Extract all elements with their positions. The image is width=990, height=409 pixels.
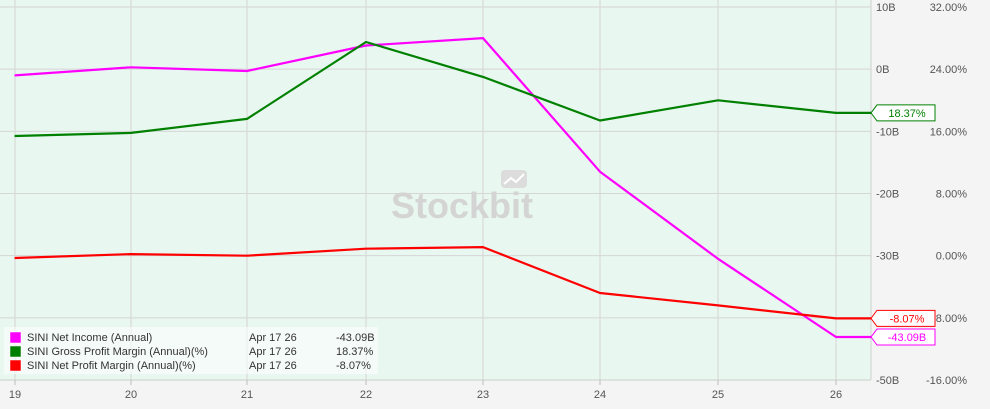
legend-series-name: SINI Net Income (Annual) <box>27 332 152 344</box>
legend-item: SINI Net Profit Margin (Annual)(%) Apr 17… <box>9 359 371 372</box>
series-point-1 <box>717 258 719 260</box>
end-label-box <box>870 309 936 327</box>
end-label-text: -43.09B <box>888 332 927 344</box>
end-label-box <box>870 328 936 346</box>
x-tick-label: 22 <box>360 389 372 401</box>
legend-series-name: SINI Gross Profit Margin (Annual)(%) <box>27 346 208 358</box>
x-tick-label: 26 <box>830 389 842 401</box>
series-point-3 <box>246 254 248 257</box>
x-tick-label: 24 <box>594 389 606 401</box>
series-point-2 <box>14 135 16 137</box>
series-point-1 <box>599 170 601 173</box>
end-labels: -43.09B 18.37% -8.07% <box>870 104 936 346</box>
series-point-2 <box>599 119 601 122</box>
end-label-2: 18.37% <box>870 104 936 122</box>
series-point-2 <box>130 132 132 134</box>
right-tick-label: -8.00% <box>932 313 967 325</box>
left-tick-label: -10B <box>876 126 899 138</box>
end-label-text: 18.37% <box>888 108 926 120</box>
right-tick-label: 16.00% <box>930 126 968 138</box>
series-point-1 <box>482 37 484 39</box>
right-tick-label: 24.00% <box>930 64 968 76</box>
end-label-text: -8.07% <box>890 313 925 325</box>
series-point-3 <box>130 253 132 255</box>
watermark-trend-icon <box>503 173 525 185</box>
series-point-2 <box>835 112 837 114</box>
left-tick-label: -50B <box>876 375 899 387</box>
series-point-3 <box>835 317 837 320</box>
right-tick-label: 8.00% <box>936 189 967 201</box>
series-point-3 <box>365 247 367 250</box>
left-tick-label: 0B <box>876 64 889 76</box>
right-tick-label: 32.00% <box>930 2 968 14</box>
legend-series-name: SINI Net Profit Margin (Annual)(%) <box>27 360 196 372</box>
series-point-3 <box>14 257 16 259</box>
right-axis: 32.00% 24.00% 16.00% 8.00% 0.00% -8.00% -16.00… <box>926 2 967 387</box>
series-layer <box>14 36 872 339</box>
legend-swatch <box>9 359 22 372</box>
series-point-1 <box>14 74 16 77</box>
legend-swatch <box>9 345 22 358</box>
legend-swatch <box>9 331 22 344</box>
series-point-2 <box>246 118 248 120</box>
legend: SINI Net Income (Annual) Apr 17 26 -43.09B… <box>4 327 378 374</box>
legend-date: Apr 17 26 <box>249 360 297 372</box>
series-point-2 <box>482 76 484 78</box>
series-point-2 <box>717 99 719 102</box>
series-point-3 <box>599 292 601 294</box>
left-tick-label: 10B <box>876 2 896 14</box>
right-tick-label: 0.00% <box>936 251 967 263</box>
series-point-1 <box>130 66 132 69</box>
end-label-1: -43.09B <box>870 328 936 346</box>
series-point-1 <box>835 336 837 338</box>
legend-value: -43.09B <box>336 332 375 344</box>
x-tick-label: 21 <box>241 389 253 401</box>
legend-item: SINI Gross Profit Margin (Annual)(%) Apr … <box>9 345 374 358</box>
legend-value: -8.07% <box>336 360 371 372</box>
watermark-chat-icon <box>501 170 527 188</box>
x-tick-label: 23 <box>477 389 489 401</box>
series-point-1 <box>365 44 367 47</box>
legend-background <box>4 327 378 374</box>
series-point-3 <box>717 304 719 307</box>
legend-date: Apr 17 26 <box>249 346 297 358</box>
end-label-box <box>870 104 936 122</box>
series-point-2 <box>365 41 367 43</box>
end-label-3: -8.07% <box>870 309 936 327</box>
series-point-1 <box>246 70 248 72</box>
watermark: Stockbit <box>391 170 533 226</box>
x-axis: 19 20 21 22 23 24 25 26 <box>9 380 842 401</box>
legend-item: SINI Net Income (Annual) Apr 17 26 -43.09B <box>9 331 375 344</box>
watermark-text: Stockbit <box>391 185 533 226</box>
x-tick-label: 19 <box>9 389 21 401</box>
x-tick-label: 25 <box>712 389 724 401</box>
right-tick-label: -16.00% <box>926 375 967 387</box>
legend-value: 18.37% <box>336 346 374 358</box>
left-tick-label: -30B <box>876 251 899 263</box>
left-tick-label: -20B <box>876 189 899 201</box>
series-point-3 <box>482 246 484 248</box>
x-tick-label: 20 <box>125 389 137 401</box>
legend-date: Apr 17 26 <box>249 332 297 344</box>
